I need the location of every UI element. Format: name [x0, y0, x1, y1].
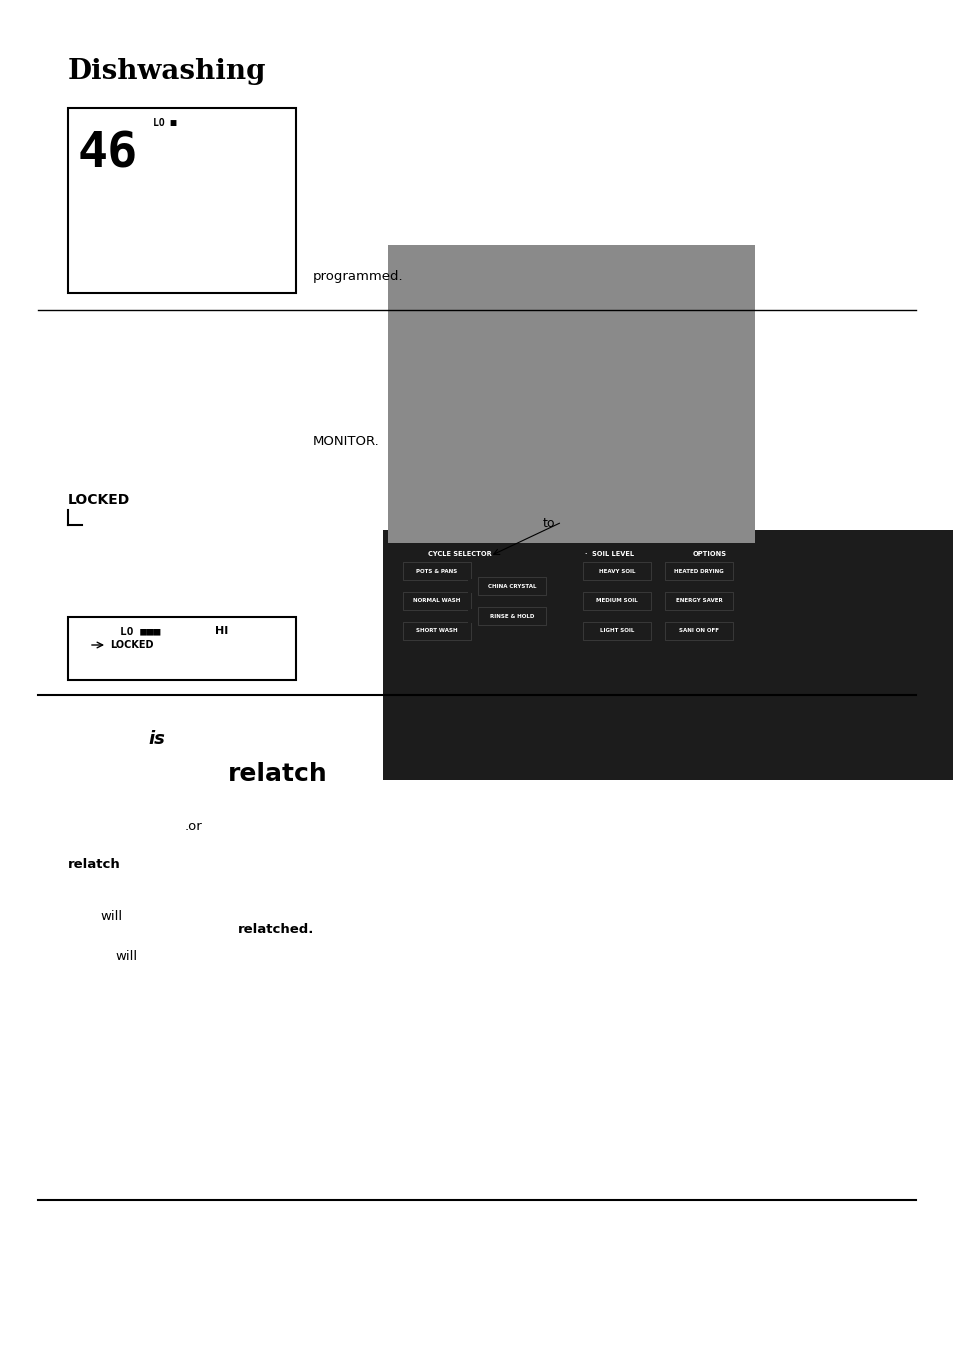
- Bar: [573, 564, 579, 578]
- Bar: [573, 594, 579, 608]
- Bar: [68, 108, 295, 293]
- Bar: [402, 592, 471, 611]
- Bar: [393, 594, 399, 608]
- Text: HI: HI: [214, 625, 228, 636]
- Bar: [655, 594, 661, 608]
- Text: ·  SOIL LEVEL: · SOIL LEVEL: [585, 551, 634, 557]
- Text: LO ■■■: LO ■■■: [120, 625, 160, 636]
- Bar: [387, 543, 953, 565]
- Bar: [655, 564, 661, 578]
- Bar: [582, 592, 650, 611]
- Text: POTS & PANS: POTS & PANS: [416, 569, 457, 573]
- Bar: [468, 609, 475, 623]
- Bar: [582, 621, 650, 640]
- Bar: [573, 624, 579, 638]
- Text: relatched.: relatched.: [237, 923, 314, 936]
- Text: CYCLE SELECTOR: CYCLE SELECTOR: [428, 551, 492, 557]
- Bar: [664, 592, 732, 611]
- Bar: [655, 624, 661, 638]
- Text: is: is: [148, 730, 165, 748]
- Text: LO ■: LO ■: [152, 118, 176, 128]
- Text: 46: 46: [78, 130, 138, 178]
- Bar: [468, 578, 475, 593]
- Text: LOCKED: LOCKED: [68, 494, 131, 507]
- Bar: [664, 621, 732, 640]
- Bar: [393, 624, 399, 638]
- Text: LIGHT SOIL: LIGHT SOIL: [599, 628, 634, 633]
- Text: RINSE & HOLD: RINSE & HOLD: [489, 613, 534, 619]
- Text: OPTIONS: OPTIONS: [692, 551, 726, 557]
- Text: MEDIUM SOIL: MEDIUM SOIL: [596, 599, 638, 604]
- Bar: [582, 562, 650, 580]
- Text: HEAVY SOIL: HEAVY SOIL: [598, 569, 635, 573]
- Text: SHORT WASH: SHORT WASH: [416, 628, 457, 633]
- Text: relatch: relatch: [228, 763, 328, 785]
- Text: .or: .or: [185, 820, 203, 833]
- Text: MONITOR.: MONITOR.: [313, 434, 379, 448]
- Text: ENERGY SAVER: ENERGY SAVER: [675, 599, 721, 604]
- Text: programmed.: programmed.: [313, 270, 403, 282]
- Text: LOCKED: LOCKED: [110, 640, 153, 650]
- Text: SANI ON OFF: SANI ON OFF: [679, 628, 719, 633]
- Text: Dishwashing: Dishwashing: [68, 58, 266, 85]
- Text: HEATED DRYING: HEATED DRYING: [674, 569, 723, 573]
- Text: CHINA CRYSTAL: CHINA CRYSTAL: [487, 584, 536, 589]
- Text: to: to: [542, 516, 555, 530]
- Bar: [402, 621, 471, 640]
- Text: relatch: relatch: [68, 858, 121, 872]
- Bar: [382, 530, 953, 780]
- Bar: [664, 562, 732, 580]
- Bar: [477, 577, 545, 594]
- Bar: [388, 245, 754, 555]
- Bar: [402, 562, 471, 580]
- Bar: [393, 564, 399, 578]
- Bar: [477, 607, 545, 625]
- Bar: [68, 617, 295, 681]
- Text: will: will: [115, 950, 137, 963]
- Text: NORMAL WASH: NORMAL WASH: [413, 599, 460, 604]
- Text: will: will: [100, 911, 122, 923]
